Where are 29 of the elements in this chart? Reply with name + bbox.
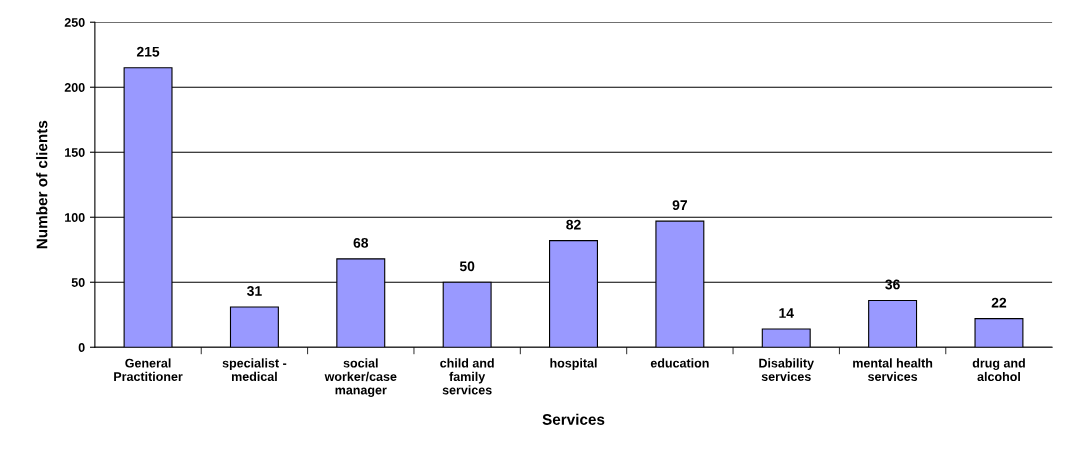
x-tick-label: Disability services bbox=[759, 358, 814, 382]
x-tick-label: child and family services bbox=[440, 358, 494, 395]
data-label: 68 bbox=[353, 237, 369, 248]
y-tick-label: 100 bbox=[65, 213, 85, 222]
data-label: 215 bbox=[136, 46, 160, 57]
data-label: 82 bbox=[566, 219, 581, 230]
data-label: 14 bbox=[779, 308, 794, 318]
y-tick-label: 250 bbox=[64, 18, 85, 27]
y-tick-label: 200 bbox=[64, 83, 85, 92]
bar bbox=[868, 299, 918, 348]
y-axis-title: Number of clients bbox=[36, 120, 48, 249]
data-label: 50 bbox=[459, 261, 475, 272]
x-tick-label: hospital bbox=[550, 358, 597, 371]
data-label: 22 bbox=[991, 297, 1007, 308]
x-tick-label: specialist - medical bbox=[222, 358, 287, 382]
data-label: 97 bbox=[672, 200, 687, 211]
bar bbox=[229, 306, 279, 348]
x-axis-title: Services bbox=[542, 413, 605, 425]
y-tick-label: 150 bbox=[65, 148, 85, 157]
y-tick-label: 50 bbox=[71, 278, 85, 287]
bar bbox=[761, 328, 811, 348]
y-tick-label: 0 bbox=[78, 343, 85, 352]
data-label: 31 bbox=[247, 286, 262, 296]
bar bbox=[974, 318, 1024, 348]
x-tick-label: education bbox=[650, 358, 709, 368]
x-tick-label: drug and alcohol bbox=[972, 358, 1025, 382]
x-tick-label: mental health services bbox=[853, 358, 933, 382]
x-tick-label: social worker/case manager bbox=[324, 358, 397, 397]
x-tick-label: General Practitioner bbox=[114, 358, 183, 382]
